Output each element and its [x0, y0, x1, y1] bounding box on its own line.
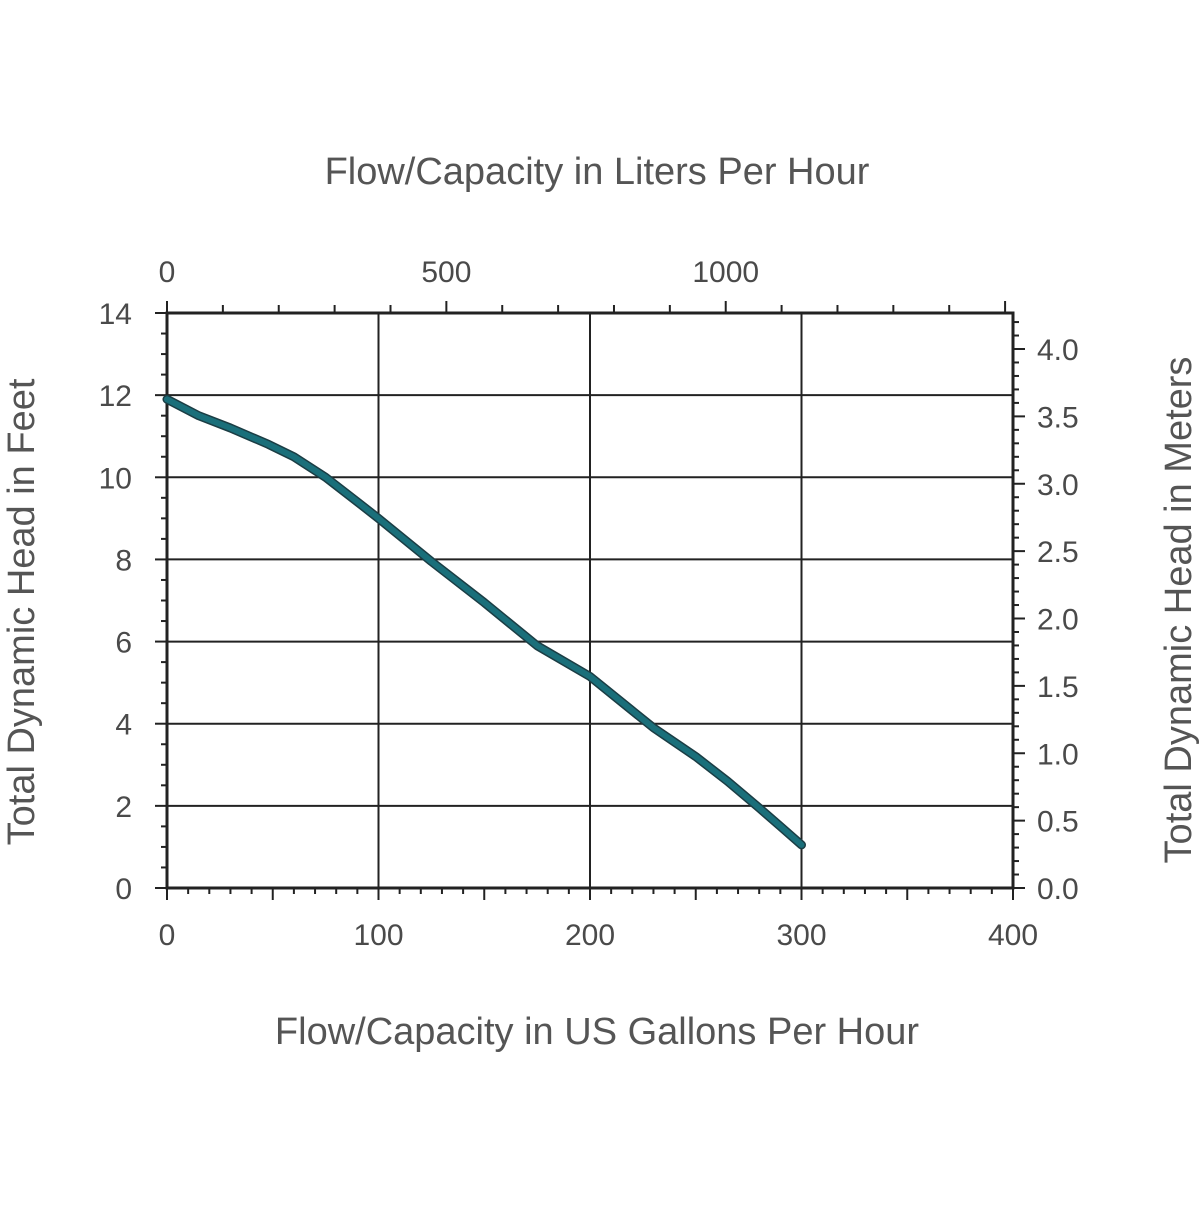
curve-outline [162, 394, 806, 850]
performance-curve [164, 396, 805, 848]
left-tick-label: 14 [99, 298, 132, 331]
series-layer [162, 394, 806, 850]
top-tick-label: 500 [421, 256, 471, 289]
right-tick-label: 3.0 [1037, 469, 1079, 502]
right-tick-label: 4.0 [1037, 334, 1079, 367]
left-tick-label: 8 [115, 544, 132, 577]
right-tick-label: 0.0 [1037, 873, 1079, 906]
right-axis-title: Total Dynamic Head in Meters [1158, 357, 1200, 864]
top-tick-label: 1000 [692, 256, 759, 289]
grid [167, 313, 1013, 888]
right-tick-label: 2.5 [1037, 536, 1079, 569]
left-tick-label: 2 [115, 791, 132, 824]
bottom-tick-label: 300 [776, 919, 826, 952]
axes [155, 301, 1025, 900]
left-tick-label: 6 [115, 627, 132, 660]
left-tick-label: 10 [99, 462, 132, 495]
top-tick-label: 0 [159, 256, 176, 289]
right-tick-label: 1.5 [1037, 671, 1079, 704]
right-tick-label: 1.0 [1037, 738, 1079, 771]
tick-labels: 0 100 200 300 400 0 500 1000 0 2 4 6 8 10 12 14 0.0 0.5 1.… [99, 256, 1079, 952]
top-axis-title: Flow/Capacity in Liters Per Hour [325, 151, 870, 193]
right-tick-label: 0.5 [1037, 806, 1079, 839]
left-tick-label: 12 [99, 380, 132, 413]
bottom-tick-label: 100 [353, 919, 403, 952]
bottom-tick-label: 200 [565, 919, 615, 952]
left-tick-label: 4 [115, 709, 132, 742]
right-tick-label: 3.5 [1037, 401, 1079, 434]
right-tick-label: 2.0 [1037, 604, 1079, 637]
left-tick-label: 0 [115, 873, 132, 906]
left-axis-title: Total Dynamic Head in Feet [1, 378, 43, 845]
bottom-tick-label: 0 [159, 919, 176, 952]
bottom-axis-title: Flow/Capacity in US Gallons Per Hour [275, 1011, 919, 1053]
bottom-tick-label: 400 [988, 919, 1038, 952]
